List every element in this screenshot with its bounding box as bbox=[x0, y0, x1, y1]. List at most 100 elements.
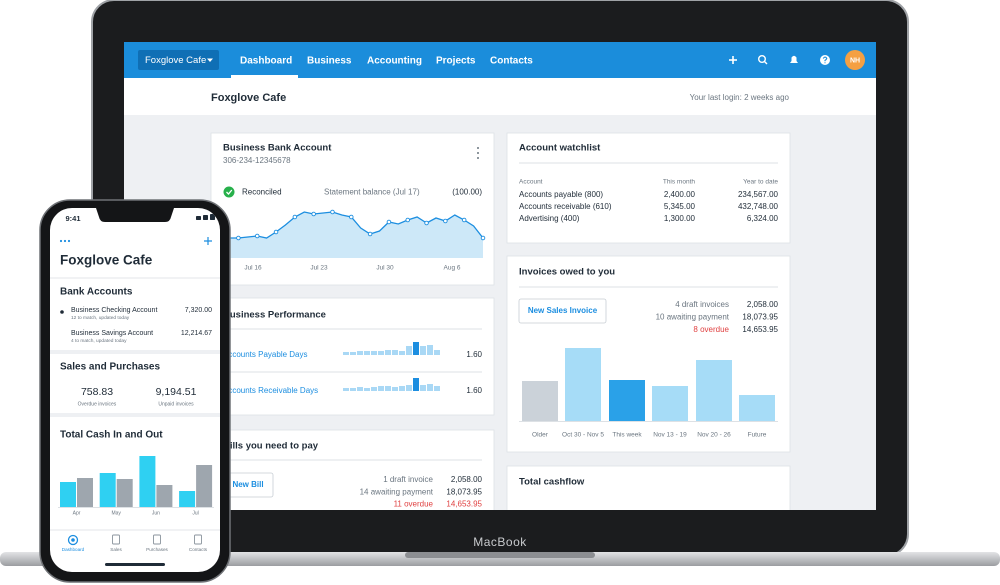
bell-icon bbox=[790, 55, 798, 63]
x-label: Nov 20 - 26 bbox=[697, 432, 731, 439]
mini-bar bbox=[434, 386, 440, 391]
mini-bar bbox=[406, 385, 412, 391]
mini-bar bbox=[434, 350, 440, 355]
button-label[interactable]: New Sales Invoice bbox=[528, 306, 598, 315]
metric-label[interactable]: Accounts Receivable Days bbox=[223, 386, 318, 395]
mini-bar bbox=[371, 351, 377, 355]
metric-label[interactable]: Accounts Payable Days bbox=[223, 350, 308, 359]
mini-bar bbox=[385, 386, 391, 391]
laptop-base bbox=[0, 552, 1000, 566]
card-title: Business Bank Account bbox=[223, 143, 332, 154]
label: 8 overdue bbox=[693, 325, 729, 334]
status-icon bbox=[210, 214, 215, 220]
app-title: Foxglove Cafe bbox=[60, 253, 153, 268]
reconciled-icon bbox=[226, 189, 233, 195]
account-name[interactable]: Business Checking Account bbox=[71, 307, 157, 314]
invoice-bar bbox=[696, 360, 732, 421]
tab-label[interactable]: Purchases bbox=[146, 547, 168, 552]
cell: 2,400.00 bbox=[664, 190, 696, 199]
nav-tab[interactable]: Projects bbox=[436, 56, 476, 67]
invoice-bar bbox=[522, 381, 558, 421]
balance-point bbox=[292, 214, 298, 220]
balance-point bbox=[273, 229, 279, 235]
brand: MacBook bbox=[473, 535, 527, 549]
menu-dots bbox=[67, 239, 71, 243]
status-icon bbox=[196, 216, 201, 220]
mini-bar bbox=[392, 387, 398, 391]
mini-bar bbox=[392, 350, 398, 355]
x-label: Apr bbox=[73, 510, 81, 516]
x-label: Jul 16 bbox=[244, 265, 262, 272]
label: 11 overdue bbox=[394, 500, 434, 509]
mini-bar bbox=[420, 385, 426, 391]
x-label: Jul 23 bbox=[310, 265, 328, 272]
account-name[interactable]: Business Savings Account bbox=[71, 330, 153, 337]
cell: 5,345.00 bbox=[664, 202, 696, 211]
laptop-screen: Foxglove Cafe Dashboard Business Accounting… bbox=[124, 42, 876, 510]
mini-bar bbox=[378, 386, 384, 391]
balance-line bbox=[229, 211, 484, 239]
balance-point bbox=[311, 211, 316, 217]
tab-icon bbox=[71, 538, 75, 542]
home-indicator bbox=[105, 563, 165, 566]
active-tab-underline bbox=[231, 75, 298, 78]
x-label: Jul 30 bbox=[376, 265, 394, 272]
balance-point bbox=[236, 235, 241, 241]
nav-tab[interactable]: Contacts bbox=[490, 56, 533, 67]
balance-area bbox=[229, 212, 483, 258]
balance-point bbox=[480, 235, 486, 241]
cell[interactable]: Advertising (400) bbox=[519, 214, 580, 223]
metric-value: 1.60 bbox=[466, 386, 482, 395]
stat-label: Unpaid invoices bbox=[158, 401, 194, 407]
phone-bg bbox=[50, 208, 220, 572]
mini-bar bbox=[350, 352, 356, 355]
cash-bar bbox=[77, 478, 93, 507]
x-label: Jun bbox=[152, 510, 160, 516]
amount: 18,073.95 bbox=[446, 487, 482, 496]
x-label: Nov 13 - 19 bbox=[653, 432, 687, 439]
status-icon bbox=[203, 215, 208, 220]
tab-label[interactable]: Dashboard bbox=[62, 547, 85, 552]
mini-bar bbox=[371, 387, 377, 391]
amount: 2,058.00 bbox=[451, 475, 483, 484]
mini-bar bbox=[364, 388, 370, 391]
tab-label[interactable]: Contacts bbox=[189, 547, 208, 552]
metric-value: 1.60 bbox=[466, 350, 482, 359]
nav-tab[interactable]: Accounting bbox=[367, 56, 422, 67]
cell: 1,300.00 bbox=[664, 214, 696, 223]
mini-bar bbox=[406, 346, 412, 355]
cell[interactable]: Accounts payable (800) bbox=[519, 190, 603, 199]
cell[interactable]: Accounts receivable (610) bbox=[519, 202, 612, 211]
tab-label[interactable]: Sales bbox=[110, 547, 122, 552]
balance-point bbox=[386, 219, 392, 225]
mini-bar bbox=[357, 351, 363, 355]
balance-point bbox=[461, 217, 467, 223]
balance-point bbox=[443, 218, 448, 224]
card-title: Invoices owed to you bbox=[519, 267, 615, 278]
mini-bar bbox=[378, 351, 384, 355]
organisation[interactable]: Foxglove Cafe bbox=[145, 55, 206, 66]
nav-tab[interactable]: Dashboard bbox=[240, 56, 292, 67]
avatar[interactable]: NH bbox=[850, 57, 860, 64]
section-title: Total Cash In and Out bbox=[60, 430, 163, 441]
tab-icon bbox=[112, 534, 120, 545]
invoice-bar bbox=[739, 395, 775, 421]
mini-bar bbox=[413, 378, 419, 391]
reconciled-icon bbox=[223, 186, 235, 198]
kebab-menu bbox=[477, 157, 479, 159]
cell: 6,324.00 bbox=[747, 214, 779, 223]
search-icon bbox=[764, 61, 768, 65]
stat-value: 9,194.51 bbox=[156, 386, 197, 398]
section-band bbox=[50, 413, 220, 417]
statement-balance: (100.00) bbox=[452, 188, 482, 197]
cash-bar bbox=[196, 465, 213, 507]
balance-point bbox=[330, 209, 335, 215]
card bbox=[210, 297, 495, 416]
button-label[interactable]: New Bill bbox=[232, 480, 263, 489]
account-balance: 7,320.00 bbox=[185, 307, 212, 314]
card bbox=[506, 465, 791, 510]
phone-notch bbox=[96, 208, 174, 222]
nav-tab[interactable]: Business bbox=[307, 56, 352, 67]
laptop-notch bbox=[405, 552, 595, 558]
